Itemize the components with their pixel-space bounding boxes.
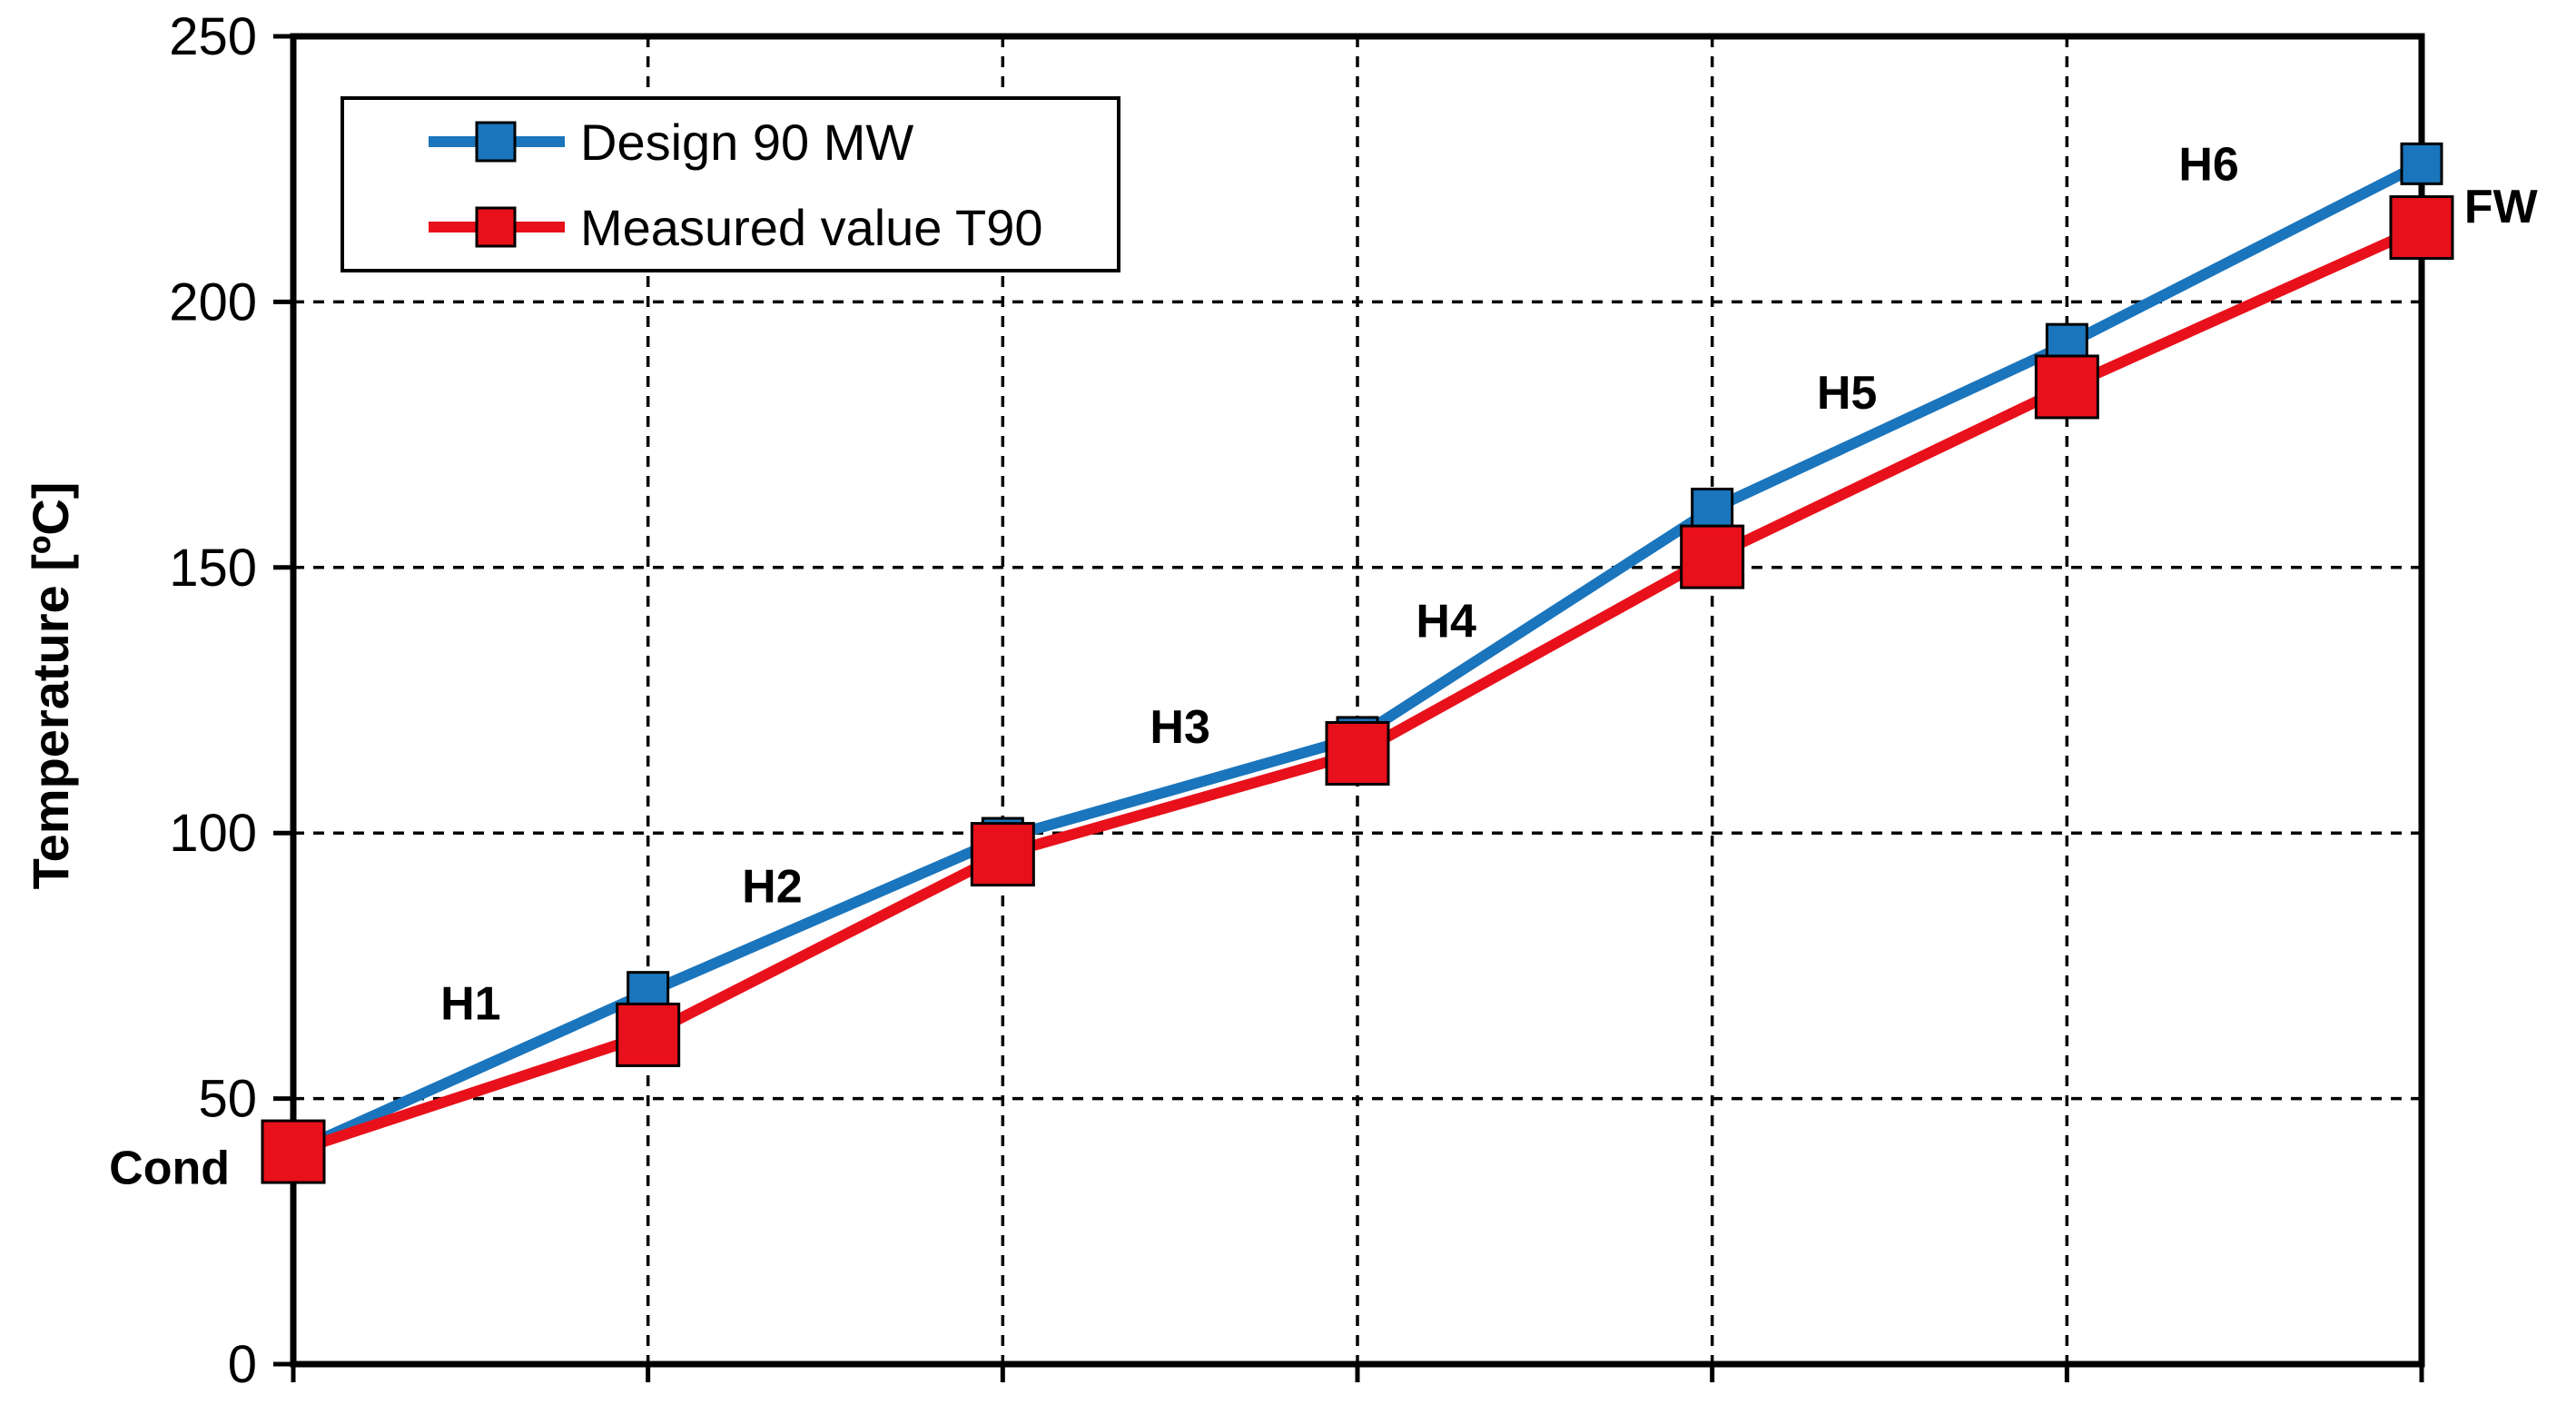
annotation-label: FW bbox=[2464, 181, 2539, 233]
annotation-layer: Cond H1 H2 H3 H4 H5 H6 FW bbox=[109, 138, 2538, 1194]
y-tick-label: 150 bbox=[169, 539, 257, 598]
legend-entry-label: Design 90 MW bbox=[580, 114, 913, 171]
data-point bbox=[2400, 142, 2443, 185]
annotation-label: H6 bbox=[2178, 138, 2238, 191]
annotation-label: H2 bbox=[742, 861, 802, 914]
annotation-label: H5 bbox=[1817, 367, 1877, 420]
data-point bbox=[616, 1002, 681, 1067]
data-point bbox=[2389, 195, 2454, 261]
legend-swatch-marker bbox=[475, 121, 517, 163]
data-point bbox=[261, 1119, 326, 1184]
legend: Design 90 MW Measured value T90 bbox=[341, 96, 1120, 272]
y-axis-label: Temperature [ºC] bbox=[22, 482, 79, 890]
y-tick-label: 100 bbox=[169, 804, 257, 863]
annotation-label: H3 bbox=[1150, 701, 1209, 754]
data-point bbox=[1325, 720, 1390, 786]
series-layer bbox=[261, 142, 2454, 1184]
y-tick-label: 200 bbox=[169, 272, 257, 331]
annotation-label: H1 bbox=[440, 977, 500, 1030]
data-point bbox=[970, 822, 1035, 887]
y-tick-label: 50 bbox=[198, 1070, 257, 1129]
axis-layer: 0 50 100 150 200 250 bbox=[169, 7, 2425, 1394]
grid-layer bbox=[293, 35, 2422, 1364]
data-point bbox=[2034, 354, 2099, 420]
legend-box bbox=[341, 96, 1120, 272]
data-point bbox=[1680, 524, 1745, 589]
data-point bbox=[1691, 487, 1734, 530]
y-tick-label: 0 bbox=[228, 1335, 257, 1394]
legend-swatch-marker bbox=[475, 206, 517, 248]
y-tick-label: 250 bbox=[169, 7, 257, 66]
annotation-label: Cond bbox=[109, 1143, 230, 1195]
annotation-label: H4 bbox=[1416, 595, 1476, 648]
legend-entry-label: Measured value T90 bbox=[580, 199, 1043, 256]
